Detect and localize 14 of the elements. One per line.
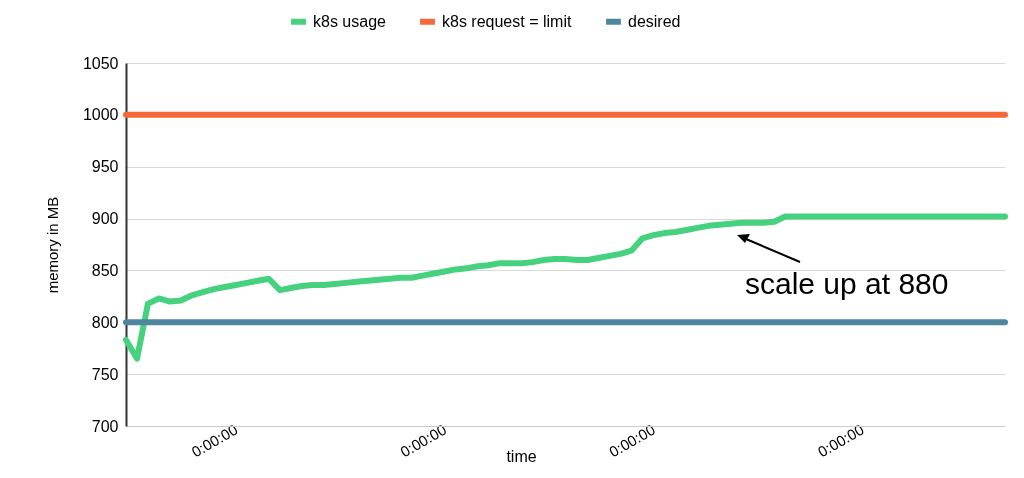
annotation: scale up at 880 <box>745 267 949 300</box>
legend-label: k8s usage <box>313 12 387 30</box>
y-tick-label: 800 <box>91 313 119 331</box>
legend-label: k8s request = limit <box>442 12 572 30</box>
y-tick-label: 900 <box>91 210 119 228</box>
y-tick-label: 750 <box>91 365 119 383</box>
legend-label: desired <box>628 12 681 30</box>
y-tick-label: 1050 <box>82 54 119 72</box>
y-tick-label: 850 <box>91 261 119 279</box>
y-tick-label: 950 <box>91 158 119 176</box>
x-axis-title: time <box>506 447 537 465</box>
y-tick-label: 700 <box>91 417 119 435</box>
y-tick-label: 1000 <box>82 106 119 124</box>
y-axis-title: memory in MB <box>43 196 61 294</box>
